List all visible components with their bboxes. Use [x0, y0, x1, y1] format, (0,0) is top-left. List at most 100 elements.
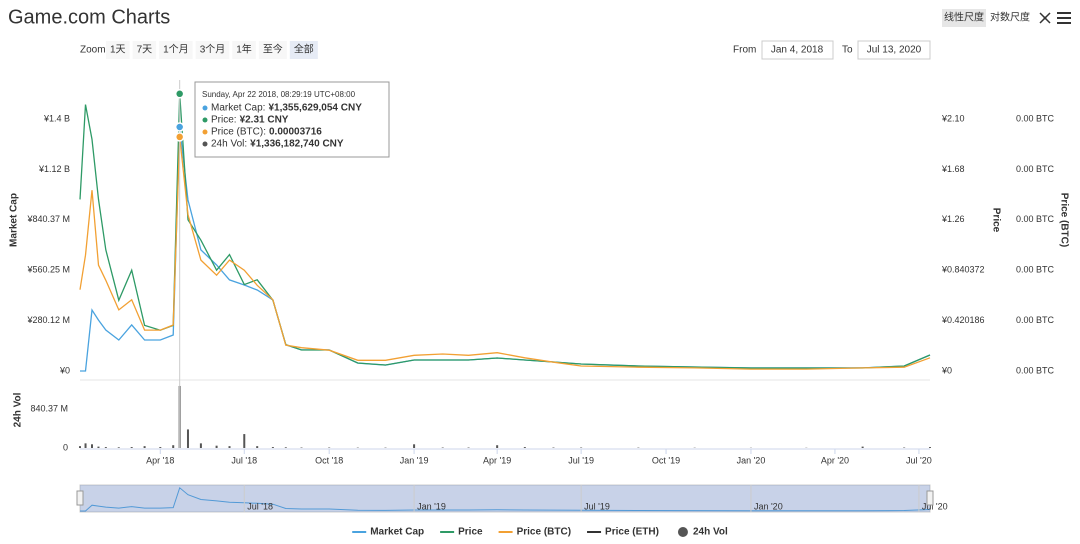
- x-tick-label: Jul '19: [568, 455, 594, 465]
- y-tick-label: 0.00 BTC: [1016, 113, 1055, 123]
- zoom-button[interactable]: 1个月: [163, 44, 189, 56]
- volume-bar: [284, 447, 287, 448]
- volume-bar: [523, 447, 526, 448]
- zoom-button[interactable]: 1天: [110, 45, 126, 56]
- x-tick-label: Apr '20: [821, 455, 849, 465]
- y-tick-label: ¥1.12 B: [38, 164, 70, 174]
- zoom-button-bg[interactable]: [289, 41, 318, 59]
- fullscreen-icon[interactable]: [1039, 12, 1051, 24]
- tooltip-label: Market Cap:: [211, 103, 265, 114]
- tooltip-box: [194, 81, 390, 158]
- navigator-tick-label: Jul '20: [922, 501, 948, 511]
- legend-label[interactable]: Market Cap: [370, 527, 424, 538]
- legend-item[interactable]: Market Cap: [352, 527, 424, 538]
- volume-bar: [104, 447, 107, 448]
- y-tick-label: ¥560.25 M: [26, 265, 70, 275]
- zoom-button-bg[interactable]: [258, 41, 287, 59]
- legend-label[interactable]: Price (BTC): [517, 527, 571, 538]
- y-tick-label: ¥280.12 M: [26, 315, 70, 325]
- legend-label[interactable]: Price: [458, 527, 483, 538]
- y-tick-label: ¥1.4 B: [43, 113, 70, 123]
- series-line: [79, 136, 931, 370]
- scale-button[interactable]: 对数尺度: [990, 11, 1030, 24]
- y-tick-label: ¥1.26: [941, 214, 965, 224]
- volume-bar: [117, 447, 120, 448]
- y-tick-label: ¥2.10: [941, 113, 965, 123]
- legend-item[interactable]: Price (BTC): [498, 527, 571, 538]
- y-tick-label: ¥0: [59, 365, 70, 375]
- volume-bar: [243, 434, 246, 448]
- legend-label[interactable]: Price (ETH): [605, 527, 659, 538]
- volume-bar: [199, 443, 202, 448]
- navigator-handle[interactable]: [76, 490, 84, 506]
- legend-swatch: [677, 527, 688, 537]
- from-label: From: [733, 45, 756, 56]
- y-tick-label: 840.37 M: [30, 403, 68, 413]
- y-tick-label: 0.00 BTC: [1016, 214, 1055, 224]
- y-tick-label: 0.00 BTC: [1016, 164, 1055, 174]
- x-tick-label: Jul '18: [231, 455, 257, 465]
- legend-item[interactable]: 24h Vol: [677, 527, 728, 538]
- volume-bar: [130, 447, 133, 448]
- volume-bar: [413, 444, 416, 448]
- zoom-button-bg[interactable]: [106, 41, 130, 59]
- navigator-handle[interactable]: [926, 490, 934, 506]
- from-value[interactable]: Jan 4, 2018: [771, 45, 824, 56]
- legend-item[interactable]: Price: [440, 527, 483, 538]
- from-input[interactable]: [761, 40, 834, 60]
- menu-icon[interactable]: [1057, 12, 1071, 24]
- scale-button[interactable]: 线性尺度: [944, 11, 984, 24]
- tooltip-value: 0.00003716: [269, 127, 322, 138]
- legend-label[interactable]: 24h Vol: [693, 527, 728, 538]
- to-label: To: [842, 45, 853, 56]
- volume-bar: [97, 446, 100, 448]
- zoom-button[interactable]: 1年: [236, 43, 252, 56]
- x-tick-label: Oct '18: [315, 455, 343, 465]
- tooltip-bullet: [202, 105, 208, 111]
- navigator-tick-label: Jan '20: [754, 501, 783, 511]
- to-input[interactable]: [857, 40, 931, 60]
- legend: Market Cap Price Price (BTC) Price (ETH) 24h…: [352, 527, 728, 538]
- y-tick-label: 0.00 BTC: [1016, 265, 1055, 275]
- navigator-line: [80, 486, 931, 512]
- volume-bar: [228, 446, 231, 448]
- volume-bar: [172, 445, 175, 448]
- legend-item[interactable]: Price (ETH): [587, 527, 659, 538]
- x-tick-label: Jul '20: [906, 455, 932, 465]
- zoom-button-bg[interactable]: [132, 41, 157, 59]
- y-tick-label: 0.00 BTC: [1016, 315, 1055, 325]
- zoom-button-bg[interactable]: [232, 41, 256, 59]
- volume-bar: [79, 446, 81, 448]
- navigator-tick-label: Jul '18: [247, 501, 273, 511]
- tooltip-value: ¥1,336,182,740 CNY: [250, 139, 344, 150]
- volume-bar: [271, 447, 274, 448]
- to-value[interactable]: Jul 13, 2020: [867, 45, 922, 56]
- navigator-tick-label: Jul '19: [584, 501, 610, 511]
- axis-title: 24h Vol: [13, 392, 24, 427]
- tooltip-date: Sunday, Apr 22 2018, 08:29:19 UTC+08:00: [202, 90, 356, 99]
- zoom-button[interactable]: 至今: [263, 43, 283, 56]
- volume-bar: [84, 443, 87, 448]
- volume-bar: [256, 446, 259, 448]
- x-tick-label: Apr '18: [146, 455, 174, 465]
- volume-bar: [929, 447, 931, 448]
- volume-bar: [143, 446, 146, 448]
- hover-marker: [174, 122, 185, 132]
- y-tick-label: ¥1.68: [941, 164, 965, 174]
- zoom-button[interactable]: 3个月: [200, 44, 226, 56]
- zoom-button-bg[interactable]: [195, 41, 230, 59]
- tooltip-label: Price (BTC):: [211, 127, 266, 138]
- scale-button-bg[interactable]: [942, 9, 986, 27]
- zoom-button[interactable]: 全部: [294, 43, 314, 56]
- navigator-tick-label: Jan '19: [417, 501, 446, 511]
- zoom-button[interactable]: 7天: [137, 45, 153, 56]
- y-tick-label: ¥0.420186: [941, 315, 985, 325]
- navigator-mask: [80, 485, 930, 512]
- volume-bar: [861, 446, 864, 448]
- hover-marker: [174, 132, 185, 142]
- zoom-button-bg[interactable]: [159, 41, 193, 59]
- y-tick-label: 0: [63, 442, 68, 452]
- zoom-label: Zoom: [80, 45, 106, 56]
- volume-bar: [186, 429, 189, 448]
